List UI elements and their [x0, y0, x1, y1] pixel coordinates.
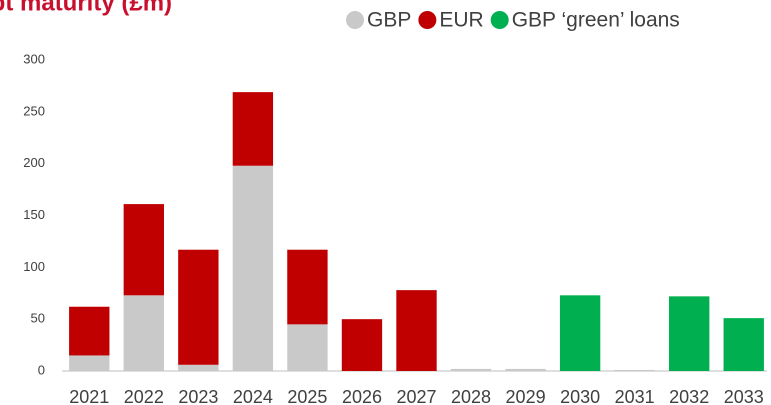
legend-marker	[418, 11, 437, 29]
bar-segment	[723, 318, 764, 371]
legend-label: GBP	[367, 9, 411, 32]
bar-segment	[341, 319, 383, 371]
x-tick-label: 2025	[287, 387, 327, 405]
bar-segment	[287, 249, 328, 325]
bar-segment	[450, 368, 492, 371]
bar-segment	[559, 295, 601, 371]
x-tick-label: 2023	[178, 387, 218, 405]
bar-segment	[287, 324, 328, 371]
x-tick-label: 2033	[724, 387, 764, 405]
bar-segment	[669, 296, 710, 371]
bar-segment	[69, 355, 110, 371]
x-tick-label: 2027	[396, 387, 436, 405]
y-tick-label: 50	[31, 311, 45, 326]
bar-segment	[69, 306, 110, 356]
bar-segment	[396, 290, 437, 371]
legend-label: GBP ‘green’ loans	[512, 9, 680, 32]
y-tick-label: 0	[38, 362, 45, 377]
bar-segment	[178, 249, 219, 365]
y-tick-label: 100	[23, 259, 45, 274]
x-tick-label: 2021	[69, 387, 109, 405]
x-tick-label: 2024	[233, 387, 273, 405]
x-tick-label: 2028	[451, 387, 491, 405]
legend-label: EUR	[439, 9, 483, 32]
x-tick-label: 2030	[560, 387, 600, 405]
legend-marker	[490, 11, 509, 29]
y-tick-label: 250	[23, 103, 45, 118]
y-tick-label: 150	[23, 207, 45, 222]
x-tick-label: 2031	[615, 387, 655, 405]
x-tick-label: 2026	[342, 387, 382, 405]
bar-segment	[123, 204, 164, 296]
y-tick-label: 300	[23, 51, 45, 66]
bar-segment	[123, 295, 164, 371]
chart-title: Debt maturity (£m)	[0, 0, 172, 16]
y-tick-label: 200	[23, 155, 45, 170]
x-tick-label: 2029	[506, 387, 546, 405]
bar-segment	[178, 364, 219, 371]
bar-segment	[614, 369, 655, 371]
x-tick-label: 2032	[669, 387, 709, 405]
bar-segment	[232, 92, 274, 166]
x-tick-label: 2022	[124, 387, 164, 405]
legend-marker	[346, 11, 364, 29]
bar-segment	[505, 368, 546, 371]
bar-segment	[232, 165, 274, 371]
